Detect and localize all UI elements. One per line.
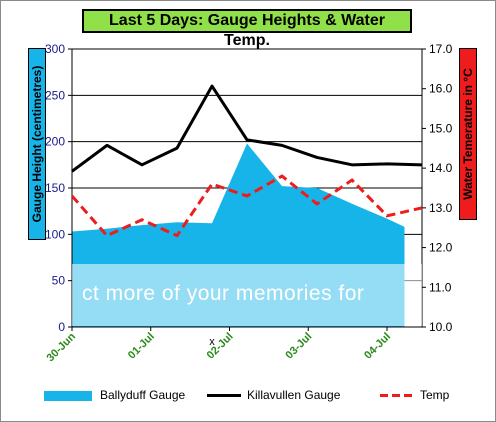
line-layer <box>70 84 423 238</box>
legend-label-ballyduff: Ballyduff Gauge <box>100 388 186 402</box>
series-killavullen-line <box>71 84 423 173</box>
y-left-tick-label-3: 150 <box>45 181 65 195</box>
y-right-tick-label-6: 16.0 <box>429 82 453 96</box>
watermark-banner: ct more of your memories for <box>72 264 422 326</box>
y-axis-right-label-box: Water Temerature in °C <box>459 48 477 220</box>
legend-label-killavullen: Killavullen Gauge <box>247 388 341 402</box>
x-tick-label-4: 04-Jul <box>362 331 393 362</box>
watermark-text: ct more of your memories for <box>82 282 365 305</box>
x-tick-label-3: 03-Jul <box>283 331 314 362</box>
y-right-tick-label-4: 14.0 <box>429 161 453 175</box>
y-left-tick-label-5: 250 <box>45 88 65 102</box>
stray-mark: x <box>209 336 215 348</box>
y-left-tick-label-1: 50 <box>52 274 66 288</box>
legend-swatch-killavullen <box>207 394 241 397</box>
y-left-tick-label-6: 300 <box>45 42 65 56</box>
y-left-tick-label-4: 200 <box>45 135 65 149</box>
y-axis-right-label: Water Temerature in °C <box>461 68 475 200</box>
y-right-tick-label-2: 12.0 <box>429 241 453 255</box>
legend-label-temp: Temp <box>420 388 450 402</box>
series-temp-line <box>70 174 423 238</box>
y-left-tick-label-2: 100 <box>45 227 65 241</box>
y-right-tick-label-7: 17.0 <box>429 42 453 56</box>
legend: Ballyduff Gauge Killavullen Gauge Temp <box>0 382 494 410</box>
y-axis-left-label-box: Gauge Height (centimetres) <box>28 48 46 240</box>
y-axis-left-label: Gauge Height (centimetres) <box>30 65 44 223</box>
x-tick-label-1: 01-Jul <box>126 331 157 362</box>
y-left-tick-label-0: 0 <box>58 320 65 334</box>
y-right-tick-label-3: 13.0 <box>429 201 453 215</box>
x-tick-label-0: 30-Jun <box>45 330 79 364</box>
legend-swatch-temp <box>380 394 414 397</box>
y-right-tick-label-1: 11.0 <box>429 280 452 294</box>
legend-swatch-ballyduff <box>44 391 92 401</box>
y-right-tick-label-5: 15.0 <box>429 121 453 135</box>
y-right-tick-label-0: 10.0 <box>429 320 453 334</box>
chart-title: Last 5 Days: Gauge Heights & Water Temp. <box>82 9 412 49</box>
